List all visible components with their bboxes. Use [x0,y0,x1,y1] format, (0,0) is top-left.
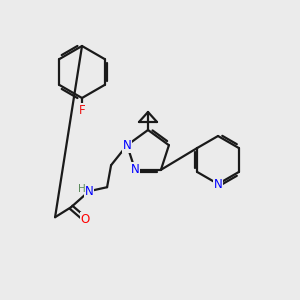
Text: O: O [80,213,90,226]
Text: H: H [78,184,86,194]
Text: F: F [79,103,85,116]
Text: N: N [214,178,222,190]
Text: N: N [131,163,140,176]
Text: N: N [123,139,131,152]
Text: N: N [85,185,94,198]
